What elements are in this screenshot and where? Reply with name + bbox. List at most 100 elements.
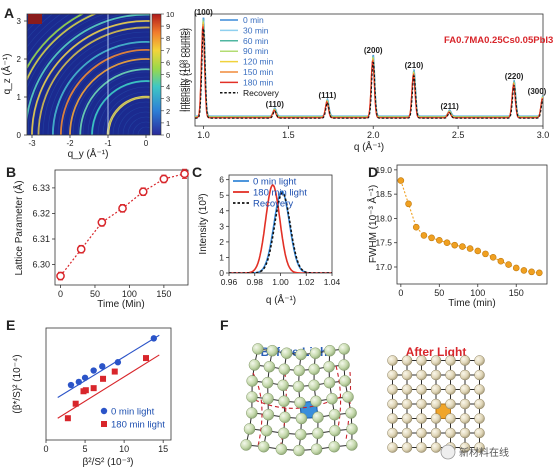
atom (266, 344, 279, 357)
panel-e-x-label: β²/S² (10⁻³) (82, 457, 133, 468)
legend-label: 60 min (243, 36, 269, 46)
atom (430, 398, 442, 410)
background-ring (132, 121, 150, 135)
colorbar-ticks: 0 1 2 3 4 5 6 7 8 9 10 (161, 10, 174, 140)
background-ring (117, 106, 150, 135)
atom (430, 427, 442, 439)
x-tick-label: 0 (43, 444, 48, 454)
pattern-x-label: q (Å⁻¹) (354, 140, 384, 153)
atom (295, 412, 308, 425)
colorbar (151, 13, 162, 136)
atom (345, 407, 357, 419)
lattice-point (180, 169, 189, 179)
atom (459, 427, 471, 439)
atom (310, 443, 323, 455)
panel-b-y-label: Lattice Parameter (Å) (12, 180, 25, 275)
x-tick-label: 50 (434, 288, 444, 298)
y-tick-label: 17.5 (375, 238, 392, 248)
peak-label: (210) (405, 61, 424, 70)
y-tick-label: 19.0 (375, 165, 392, 175)
atom (387, 442, 398, 453)
fwhm-point (528, 268, 535, 276)
wh-point-square (64, 415, 71, 422)
panel-c-x-label: q (Å⁻¹) (266, 293, 296, 306)
diffraction-rings (27, 14, 150, 135)
atom (246, 391, 258, 403)
fwhm-point (474, 247, 482, 255)
map-x-tick-label: 0 (144, 139, 149, 148)
atom (278, 363, 291, 375)
fwhm-points (397, 177, 543, 277)
atom (459, 398, 471, 410)
y-tick-label: 1 (219, 252, 224, 262)
atom (474, 413, 485, 424)
wh-point-square (82, 387, 89, 394)
fwhm-point (428, 234, 435, 242)
atom (308, 363, 320, 375)
wh-point-circle (90, 367, 97, 374)
atom (329, 424, 341, 437)
panel-c-ticks: 0.96 0.98 1.00 1.02 1.04 0 1 2 3 4 5 6 (219, 175, 340, 287)
fwhm-point (512, 264, 520, 272)
background-ring (137, 126, 150, 135)
legend-label: 90 min (243, 46, 269, 56)
fwhm-point (459, 243, 466, 250)
legend-label: 180 min light (253, 188, 307, 199)
colorbar-tick-label: 10 (166, 10, 174, 19)
x-tick-label: 100 (122, 289, 137, 299)
atom (445, 427, 456, 439)
fwhm-point (489, 253, 497, 261)
pattern-x-tick-label: 3.0 (537, 130, 550, 140)
x-tick-label: 100 (470, 288, 485, 298)
lattice-point (97, 218, 107, 227)
x-tick-label: 10 (119, 444, 129, 454)
panel-letter-c: C (192, 164, 202, 180)
fwhm-point (420, 232, 428, 239)
atom (342, 391, 354, 403)
y-tick-label: 18.5 (375, 189, 392, 199)
wh-point-circle (114, 359, 122, 366)
atom (312, 427, 324, 439)
atom (338, 343, 350, 355)
after-light-lattice (387, 355, 485, 453)
atom (277, 379, 289, 391)
atom (295, 428, 307, 441)
peak-curves (229, 184, 332, 273)
y-tick-label: 4 (219, 206, 224, 216)
atom (260, 424, 273, 437)
background-ring (122, 111, 150, 135)
atom (459, 384, 471, 395)
diffraction-ring (27, 14, 150, 124)
atom (240, 439, 252, 451)
atom (416, 442, 427, 453)
atom (474, 355, 485, 366)
background-ring (82, 71, 150, 135)
panel-a-map: -3 -2 -1 0 0 1 2 3 q_y (Å⁻¹) q_z (Å⁻¹) 0 1 2 3 4 5 6… (0, 10, 188, 160)
colorbar-tick-label: 3 (166, 95, 170, 104)
colorbar-label: Intensity (10³ counts) (178, 28, 188, 112)
atom (262, 408, 275, 421)
atom (278, 395, 290, 407)
background-ring (67, 56, 150, 135)
map-y-tick-label: 1 (17, 93, 22, 102)
background-ring (62, 51, 150, 135)
watermark-text: 新材料在线 (459, 446, 509, 459)
atom (445, 398, 456, 410)
panel-d-fwhm: 0 50 100 150 17.0 17.5 18.0 18.5 19.0 Time (min)… (366, 164, 548, 309)
panel-d-ticks: 0 50 100 150 17.0 17.5 18.0 18.5 19.0 (375, 165, 523, 298)
atom (474, 442, 485, 453)
atom (401, 398, 413, 410)
panel-d-y-label: FWHM (10⁻³ Å⁻¹) (366, 185, 379, 263)
atom (401, 384, 413, 395)
peak-label: (200) (364, 46, 383, 55)
wh-point-square (90, 385, 97, 392)
legend-label: Recovery (253, 199, 293, 210)
atom (416, 398, 427, 410)
legend-label: Recovery (243, 88, 280, 98)
atom (401, 355, 413, 366)
peak-label: (300) (528, 87, 547, 96)
background-ring (87, 76, 150, 135)
diffraction-ring (52, 41, 150, 135)
x-tick-label: 5 (83, 444, 88, 454)
